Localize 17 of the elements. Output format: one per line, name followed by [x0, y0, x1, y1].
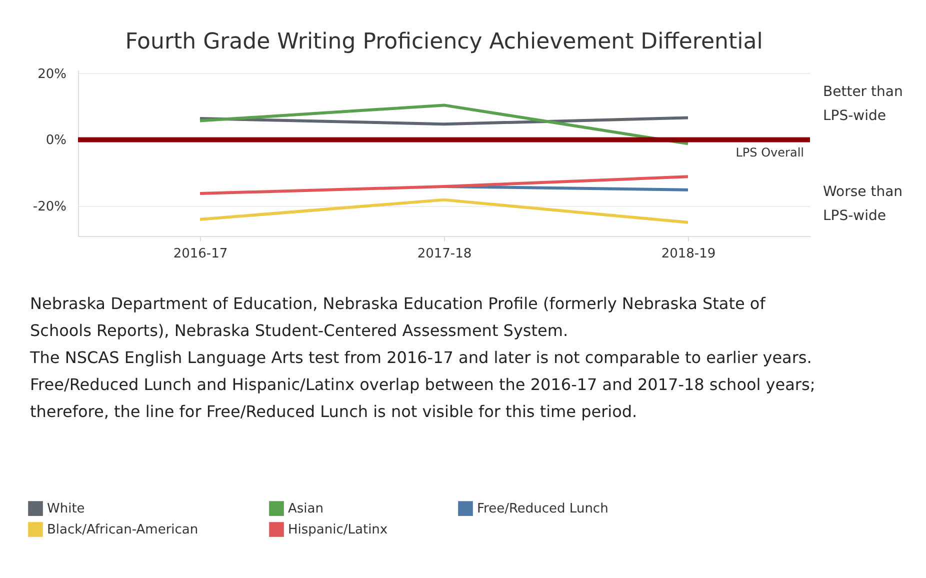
- y-tick-label: 20%: [38, 66, 66, 82]
- legend-label: Hispanic/Latinx: [288, 522, 388, 538]
- y-tick-label: -20%: [32, 200, 66, 215]
- x-tick-label: 2017-18: [417, 246, 472, 262]
- x-tick-label: 2016-17: [173, 246, 228, 262]
- chart-title: Fourth Grade Writing Proficiency Achievement Differential: [125, 29, 763, 54]
- ref-line-label: LPS Overall: [736, 146, 804, 160]
- legend-label: White: [47, 502, 85, 517]
- text: Better than LPS-wide: [823, 83, 904, 126]
- text: Nebraska Department of Education, Nebraska Education Profile (formerly Nebraska State of Schools Reports), Nebraska Student-Centered Assessment System.: [30, 293, 767, 342]
- text: The NSCAS English Language Arts test from 2016-17 and later is not comparable to earlier years. Free/Reduced Lunch and Hispanic/Latinx overlap between the 2016-17 and 2017-18 school years; therefore, the line for Free/Reduced Lunch is not visible for this time period.: [30, 347, 816, 423]
- text: Worse than LPS-wide: [823, 183, 904, 226]
- legend-label: Asian: [288, 502, 324, 517]
- y-tick-label: 0%: [46, 133, 66, 148]
- x-tick-label: 2018-19: [661, 246, 716, 262]
- legend-label: Free/Reduced Lunch: [477, 502, 608, 517]
- legend-label: Black/African-American: [47, 522, 198, 538]
